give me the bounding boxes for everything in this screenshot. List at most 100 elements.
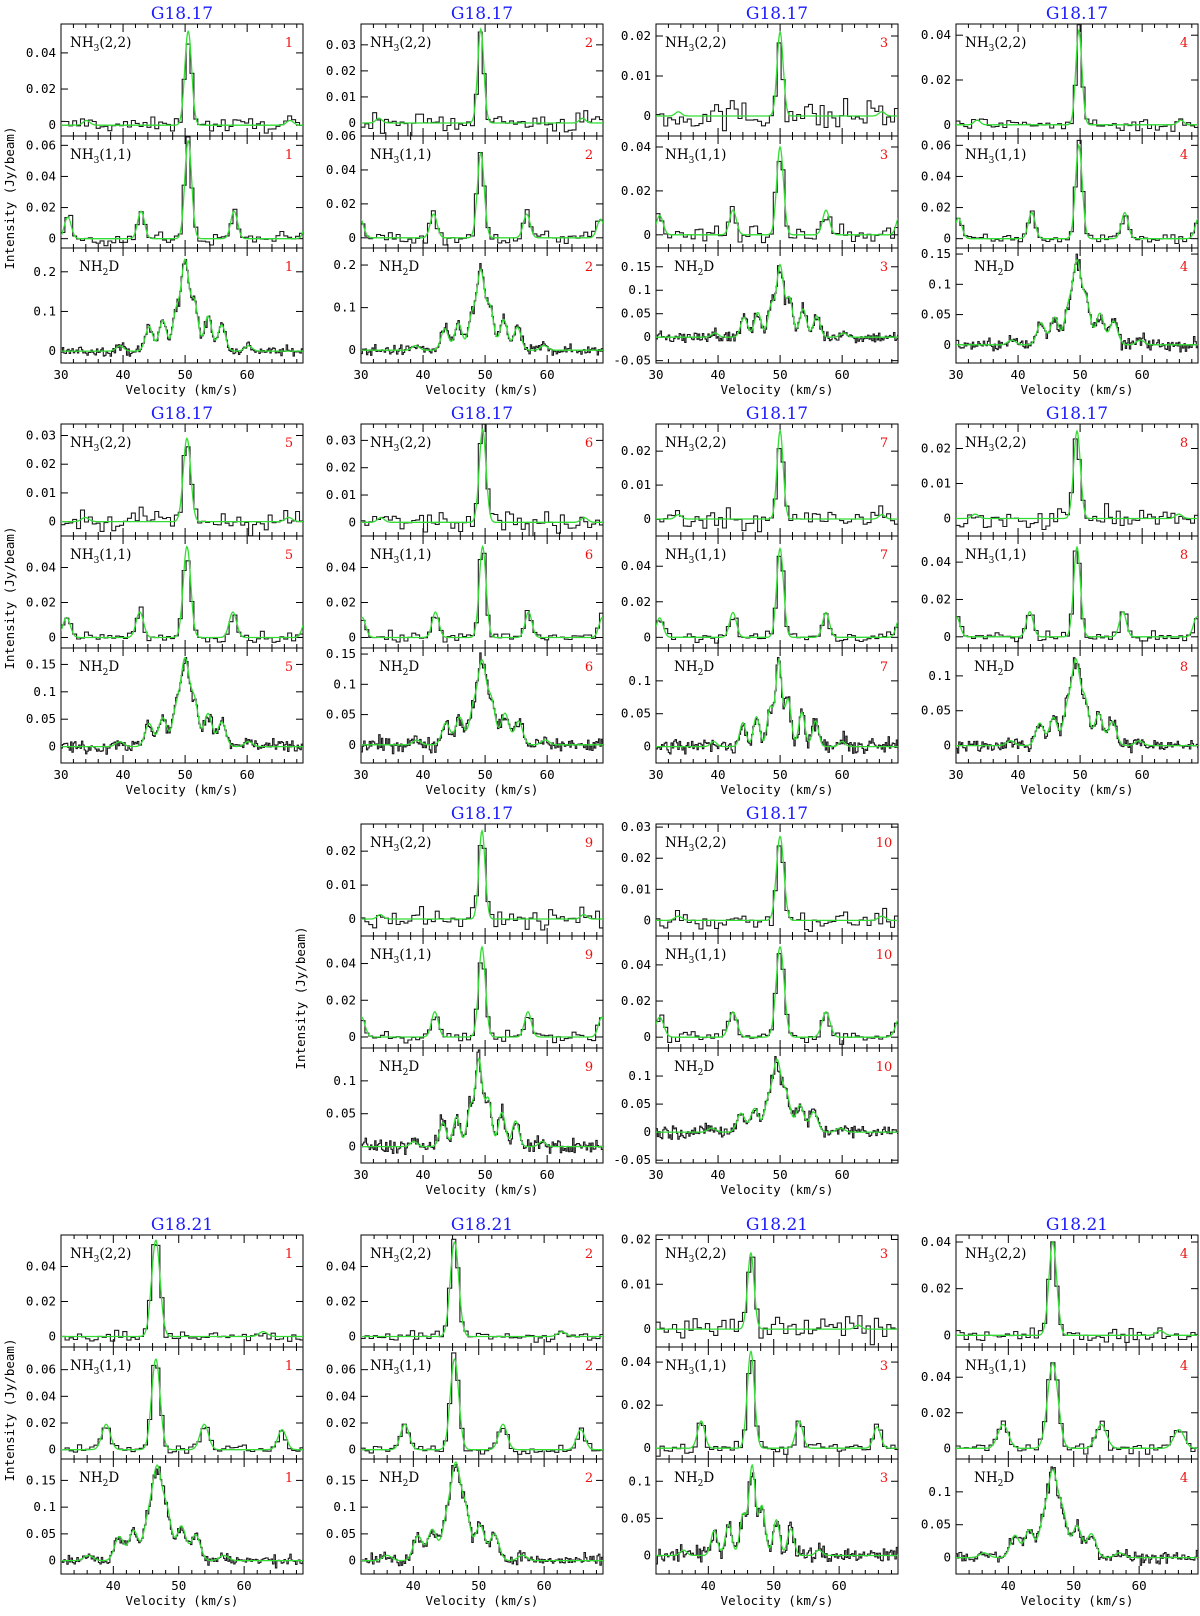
x-tick-label: 60 bbox=[1132, 1578, 1147, 1593]
y-tick-label: 0 bbox=[643, 1547, 651, 1562]
position-label: 3 bbox=[880, 260, 888, 275]
position-label: 3 bbox=[880, 36, 888, 51]
y-tick-label: 0.04 bbox=[326, 162, 356, 177]
x-tick-label: 30 bbox=[948, 767, 963, 782]
y-tick-label: 0.02 bbox=[326, 1294, 356, 1309]
position-label: 3 bbox=[880, 1359, 888, 1374]
position-label: 1 bbox=[285, 260, 293, 275]
plot-frame bbox=[955, 1458, 1199, 1575]
spectrum-row: 0 0.05 0.1 0.15 NH2D 5 bbox=[26, 647, 304, 764]
position-label: 2 bbox=[585, 148, 593, 163]
fit-curve bbox=[656, 263, 898, 338]
y-tick-label: 0 bbox=[348, 230, 356, 245]
y-tick-label: 0.15 bbox=[921, 246, 951, 261]
y-tick-label: 0.1 bbox=[628, 673, 651, 688]
x-tick-label: 30 bbox=[353, 367, 368, 382]
y-tick-label: 0 bbox=[643, 629, 651, 644]
observed-spectrum bbox=[361, 263, 603, 356]
y-tick-label: 0.04 bbox=[621, 558, 651, 573]
position-label: 4 bbox=[1180, 148, 1188, 163]
y-tick-label: 0.01 bbox=[326, 877, 356, 892]
spectrum-row: 0 0.02 0.04 NH3(1,1) 5 bbox=[26, 535, 304, 649]
y-tick-label: 0.02 bbox=[921, 200, 951, 215]
observed-spectrum bbox=[656, 845, 898, 932]
spectrum-row: 0 0.01 0.02 NH3(2,2) 7 bbox=[621, 423, 899, 537]
position-label: 2 bbox=[585, 36, 593, 51]
x-tick-label: 60 bbox=[237, 1578, 252, 1593]
spectrum-row: 0 0.05 0.1 NH2D 3 bbox=[621, 1458, 899, 1575]
fit-curve bbox=[361, 1241, 603, 1338]
y-tick-label: 0.1 bbox=[333, 1073, 356, 1088]
x-tick-label: 40 bbox=[116, 767, 131, 782]
position-label: 1 bbox=[285, 1247, 293, 1262]
position-label: 1 bbox=[285, 148, 293, 163]
fit-curve bbox=[61, 545, 303, 639]
y-tick-label: 0 bbox=[643, 912, 651, 927]
fit-curve bbox=[956, 258, 1198, 346]
x-tick-label: 50 bbox=[773, 1167, 788, 1182]
spectrum-row: 0 0.05 0.1 NH2D 4 bbox=[921, 1458, 1199, 1575]
y-tick-label: 0.15 bbox=[26, 1472, 56, 1487]
fit-curve bbox=[656, 658, 898, 748]
x-tick-label: 40 bbox=[406, 1578, 421, 1593]
y-tick-label: 0.04 bbox=[921, 1369, 951, 1384]
y-tick-label: 0.02 bbox=[326, 196, 356, 211]
x-axis-label: Velocity (km/s) bbox=[721, 782, 834, 797]
transition-label: NH3(1,1) bbox=[665, 147, 726, 166]
y-tick-label: 0.05 bbox=[621, 1510, 651, 1525]
y-tick-label: 0.04 bbox=[326, 560, 356, 575]
x-tick-label: 60 bbox=[835, 367, 850, 382]
x-tick-label: 40 bbox=[711, 367, 726, 382]
plot-frame bbox=[655, 1346, 899, 1460]
y-tick-label: 0.04 bbox=[326, 1259, 356, 1274]
position-label: 2 bbox=[585, 1359, 593, 1374]
spectrum-row: 0 0.02 0.04 NH3(1,1) 4 bbox=[921, 1346, 1199, 1460]
fit-curve bbox=[956, 143, 1198, 240]
transition-label: NH3(1,1) bbox=[370, 547, 431, 566]
x-axis-label: Velocity (km/s) bbox=[1021, 1593, 1134, 1608]
observed-spectrum bbox=[656, 42, 898, 132]
transition-label: NH2D bbox=[379, 1059, 419, 1078]
position-label: 3 bbox=[880, 148, 888, 163]
y-tick-label: 0.03 bbox=[326, 37, 356, 52]
y-tick-label: 0.02 bbox=[26, 1294, 56, 1309]
y-tick-label: 0.02 bbox=[921, 441, 951, 456]
source-title: G18.17 bbox=[451, 804, 513, 824]
transition-label: NH3(2,2) bbox=[370, 835, 431, 854]
fit-curve bbox=[61, 656, 303, 748]
y-tick-label: 0 bbox=[643, 1029, 651, 1044]
observed-spectrum bbox=[956, 550, 1198, 643]
x-tick-label: 60 bbox=[240, 367, 255, 382]
fit-curve bbox=[361, 151, 603, 239]
fit-curve bbox=[361, 828, 603, 920]
transition-label: NH2D bbox=[379, 259, 419, 278]
source-title: G18.17 bbox=[746, 4, 808, 24]
spectrum-row: -0.05 0 0.05 0.1 NH2D 10 bbox=[613, 1047, 899, 1167]
y-tick-label: 0.1 bbox=[333, 676, 356, 691]
observed-spectrum bbox=[361, 552, 603, 643]
y-axis-label: Intensity (Jy/beam) bbox=[2, 527, 17, 670]
plot-frame bbox=[955, 247, 1199, 364]
fit-curve bbox=[61, 29, 303, 126]
spectrum-row: 0 0.01 0.02 0.03 NH3(2,2) 10 bbox=[621, 819, 899, 937]
plot-frame bbox=[655, 647, 899, 764]
y-tick-label: 0.05 bbox=[26, 1526, 56, 1541]
transition-label: NH3(1,1) bbox=[70, 1358, 131, 1377]
spectrum-panel: G18.17 0 0.01 0.02 NH3(2,2) 7 0 0.02 0.04 NH3(1,1… bbox=[621, 404, 899, 797]
y-tick-label: 0.01 bbox=[621, 477, 651, 492]
fit-curve bbox=[361, 544, 603, 639]
spectrum-row: 0 0.02 0.04 NH3(1,1) 3 bbox=[621, 1346, 899, 1460]
plot-frame bbox=[360, 935, 604, 1049]
plot-frame bbox=[655, 247, 899, 364]
transition-label: NH2D bbox=[674, 259, 714, 278]
plot-frame bbox=[60, 1458, 304, 1575]
x-tick-label: 30 bbox=[53, 367, 68, 382]
spectrum-row: 0 0.02 0.04 0.06 NH3(1,1) 1 bbox=[26, 1346, 304, 1460]
y-tick-label: 0.1 bbox=[628, 1473, 651, 1488]
y-tick-label: 0.02 bbox=[921, 72, 951, 87]
x-axis-label: Velocity (km/s) bbox=[721, 1182, 834, 1197]
y-tick-label: 0 bbox=[643, 1440, 651, 1455]
y-tick-label: 0 bbox=[48, 231, 56, 246]
